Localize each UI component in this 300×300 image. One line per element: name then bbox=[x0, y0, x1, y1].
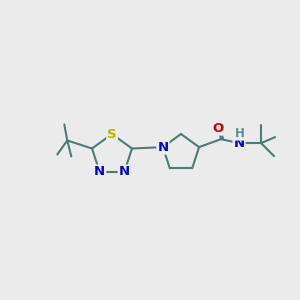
Text: O: O bbox=[212, 122, 224, 135]
Text: S: S bbox=[107, 128, 117, 140]
Text: N: N bbox=[94, 166, 105, 178]
Text: N: N bbox=[119, 166, 130, 178]
Text: N: N bbox=[233, 136, 244, 150]
Text: H: H bbox=[235, 127, 245, 140]
Text: N: N bbox=[158, 141, 169, 154]
